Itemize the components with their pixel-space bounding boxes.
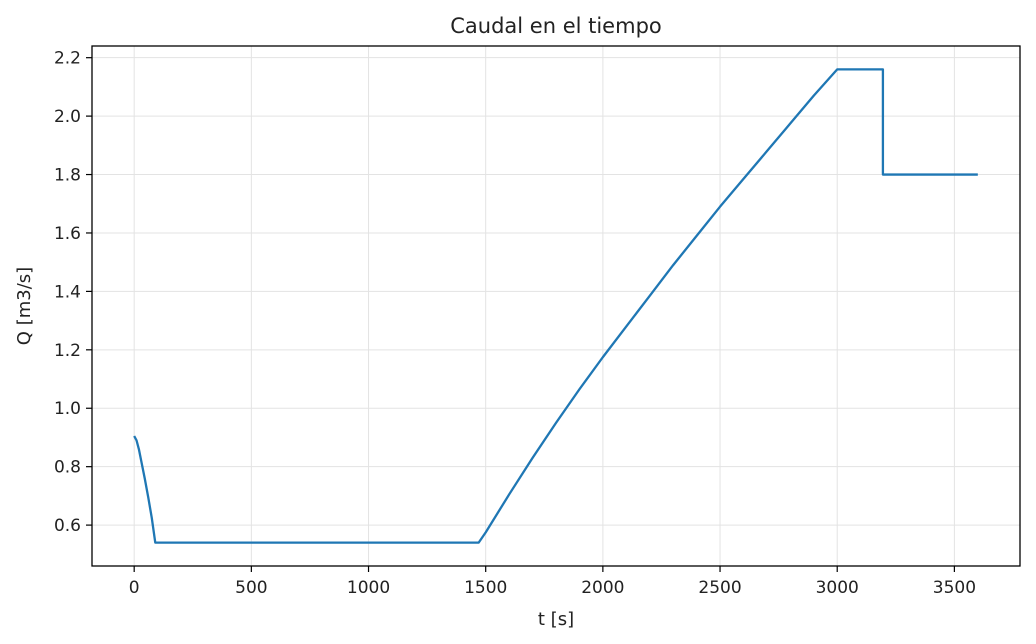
- plot-frame: [91, 45, 1021, 567]
- x-tick-label: 2000: [581, 578, 624, 598]
- x-tick-label: 1500: [464, 578, 507, 598]
- y-tick-label: 0.6: [54, 516, 81, 536]
- x-tick-label: 3000: [816, 578, 859, 598]
- series-line: [133, 68, 978, 544]
- x-tick-label: 3500: [933, 578, 976, 598]
- y-tick-label: 0.8: [54, 458, 81, 478]
- y-tick-label: 1.2: [54, 341, 81, 361]
- chart-title: Caudal en el tiempo: [450, 14, 662, 38]
- ticks: 0 500 1000 1500 2000 2500 3000 3500 0.6 0.8 1.0 1.2…: [54, 49, 976, 598]
- x-tick-label: 500: [235, 578, 267, 598]
- y-tick-label: 1.0: [54, 399, 81, 419]
- y-axis-title: Q [m3/s]: [14, 267, 35, 345]
- x-tick-label: 1000: [347, 578, 390, 598]
- series-layer: [133, 68, 978, 544]
- y-tick-label: 1.6: [54, 224, 81, 244]
- y-tick-label: 1.4: [54, 282, 81, 302]
- y-tick-label: 2.0: [54, 107, 81, 127]
- y-tick-label: 1.8: [54, 166, 81, 186]
- y-tick-label: 2.2: [54, 49, 81, 69]
- x-axis-title: t [s]: [538, 609, 574, 630]
- grid: [92, 46, 1020, 566]
- x-tick-label: 0: [129, 578, 140, 598]
- x-tick-label: 2500: [698, 578, 741, 598]
